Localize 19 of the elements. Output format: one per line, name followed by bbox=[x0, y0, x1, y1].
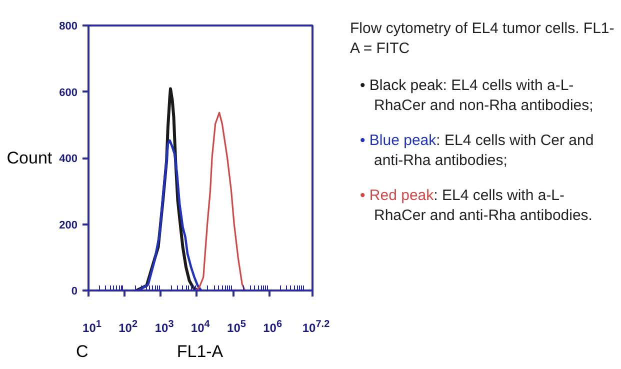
y-tick-label: 200 bbox=[59, 219, 78, 232]
x-tick-label: 10$^{5}$ bbox=[227, 318, 246, 337]
x-tick-label: 10$^{3}$ bbox=[154, 318, 174, 337]
text: • Blue peak: EL4 cells with Cer and anti-Rha antibodies; bbox=[360, 131, 595, 170]
text: Flow cytometry of EL4 tumor cells. FL1-A = FITC bbox=[350, 19, 615, 58]
y-tick-label: 400 bbox=[59, 153, 78, 165]
text: C bbox=[76, 341, 88, 363]
x-tick-label: 10$^{1}$ bbox=[82, 318, 102, 337]
y-tick-label: 0 bbox=[71, 286, 78, 298]
text: • Red peak: EL4 cells with a-L-RhaCer and anti-Rha antibodies. bbox=[360, 186, 594, 225]
x-tick-label: 10$^{6}$ bbox=[263, 318, 282, 337]
x-tick-label: 10$^{4}$ bbox=[190, 318, 210, 337]
y-axis-title: Count bbox=[6, 148, 52, 168]
text: • Black peak: EL4 cells with a-L-RhaCer and non-Rha antibodies; bbox=[360, 76, 594, 115]
x-tick-label: 10$^{7.2}$ bbox=[302, 318, 330, 337]
y-tick-label: 800 bbox=[59, 20, 78, 32]
x-tick-label: 10$^{2}$ bbox=[118, 318, 138, 337]
y-tick-label: 600 bbox=[59, 86, 78, 99]
x-axis-title: FL1-A bbox=[176, 341, 224, 363]
